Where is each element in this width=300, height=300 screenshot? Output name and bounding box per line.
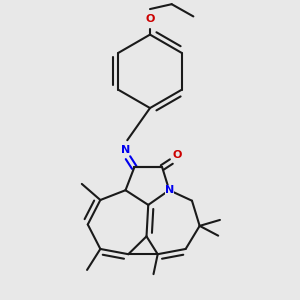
- Text: N: N: [165, 185, 174, 195]
- Text: O: O: [145, 14, 155, 24]
- Text: O: O: [172, 149, 182, 160]
- Text: N: N: [121, 145, 130, 155]
